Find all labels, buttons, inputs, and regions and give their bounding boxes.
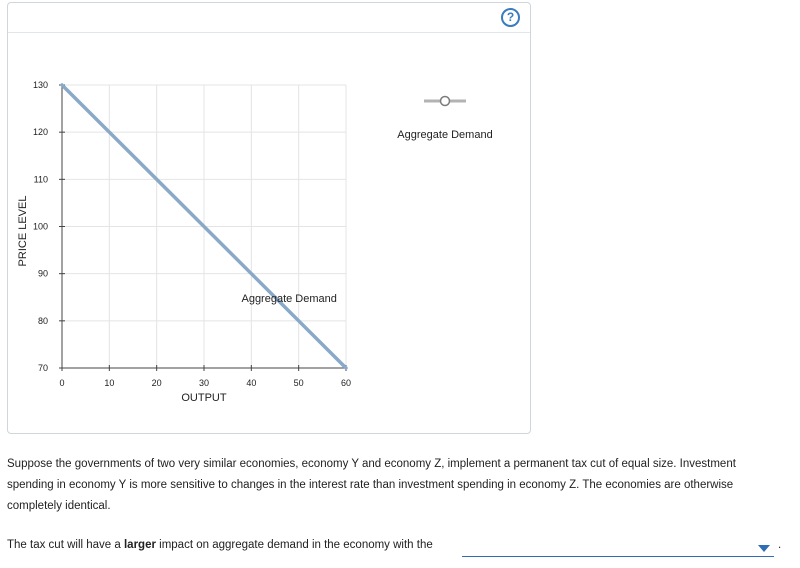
- panel-header: ?: [8, 3, 530, 33]
- x-tick-label: 10: [104, 378, 114, 388]
- y-tick-label: 90: [38, 269, 48, 279]
- question-prefix: The tax cut will have a: [7, 539, 124, 551]
- x-tick-label: 30: [199, 378, 209, 388]
- y-tick-label: 70: [38, 363, 48, 373]
- chart: 0 10 20 30 40 50 60 70 80 90 100 110 120 130 Aggregat…: [17, 80, 493, 404]
- problem-paragraph: Suppose the governments of two very simi…: [7, 458, 736, 512]
- y-tick-label: 120: [33, 127, 48, 137]
- x-axis-title: OUTPUT: [181, 392, 227, 404]
- question-line: The tax cut will have a larger impact on…: [7, 539, 792, 551]
- x-tick-label: 60: [341, 378, 351, 388]
- legend[interactable]: Aggregate Demand: [397, 95, 493, 142]
- chart-series[interactable]: Aggregate Demand: [60, 83, 348, 370]
- y-tick-label: 100: [33, 222, 48, 232]
- question-suffix: impact on aggregate demand in the econom…: [155, 539, 433, 551]
- graph-panel: ? 0 10 20 30 40 50 60 70 80 90 100 110 120 130 Aggreg…: [7, 2, 531, 434]
- answer-dropdown[interactable]: [462, 539, 774, 557]
- x-tick-label: 40: [246, 378, 256, 388]
- aggregate-demand-line[interactable]: [60, 83, 348, 370]
- y-axis-title: PRICE LEVEL: [17, 196, 29, 267]
- chevron-down-icon[interactable]: [758, 545, 770, 552]
- help-icon[interactable]: ?: [501, 8, 520, 27]
- x-tick-label: 20: [152, 378, 162, 388]
- x-tick-label: 0: [59, 378, 64, 388]
- chart-ticks: 0 10 20 30 40 50 60 70 80 90 100 110 120 130: [33, 80, 351, 388]
- y-tick-label: 80: [38, 316, 48, 326]
- aggregate-demand-curve-label: Aggregate Demand: [241, 293, 336, 305]
- x-tick-label: 50: [294, 378, 304, 388]
- legend-line-icon: [424, 95, 466, 107]
- y-tick-label: 130: [33, 80, 48, 90]
- end-period: .: [778, 539, 782, 551]
- legend-label: Aggregate Demand: [397, 129, 492, 141]
- y-tick-label: 110: [34, 174, 48, 184]
- question-bold: larger: [123, 539, 156, 551]
